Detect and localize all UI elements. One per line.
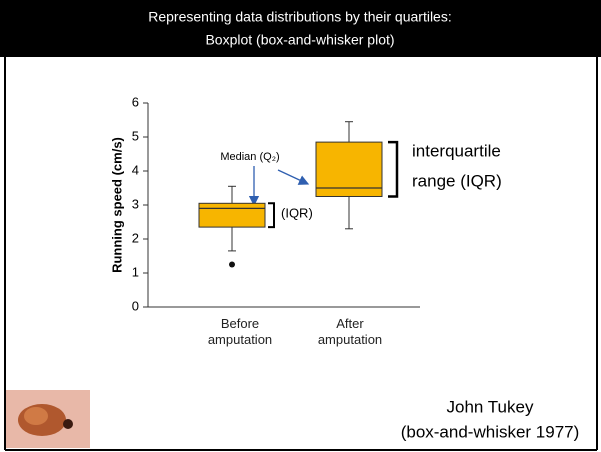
x-tick-label: Before amputation [207, 316, 273, 347]
header-line: Boxplot (box-and-whisker plot) [205, 32, 394, 48]
y-tick-label: 3 [132, 196, 139, 211]
annotation: Median (Q₂) [220, 151, 279, 163]
annotation: range (IQR) [412, 171, 502, 190]
y-tick-label: 1 [132, 264, 139, 279]
iqr-bracket [388, 140, 399, 198]
credit: John Tukey [447, 397, 534, 416]
arrow [277, 169, 310, 185]
outlier [229, 261, 235, 268]
credit: (box-and-whisker 1977) [401, 422, 580, 441]
y-tick-label: 0 [132, 298, 139, 313]
x-tick-label: After amputation [317, 316, 383, 347]
y-tick-label: 5 [132, 128, 139, 143]
y-tick-label: 6 [132, 94, 139, 109]
y-axis-label: Running speed (cm/s) [109, 137, 124, 273]
annotation: (IQR) [281, 205, 313, 220]
header-bar [0, 0, 601, 57]
iqr-bracket [268, 202, 275, 229]
box [198, 202, 266, 228]
header-line: Representing data distributions by their… [148, 9, 452, 25]
y-tick-label: 4 [132, 162, 139, 177]
y-tick-label: 2 [132, 230, 139, 245]
annotation: interquartile [412, 141, 501, 160]
beetle-photo [6, 390, 90, 448]
